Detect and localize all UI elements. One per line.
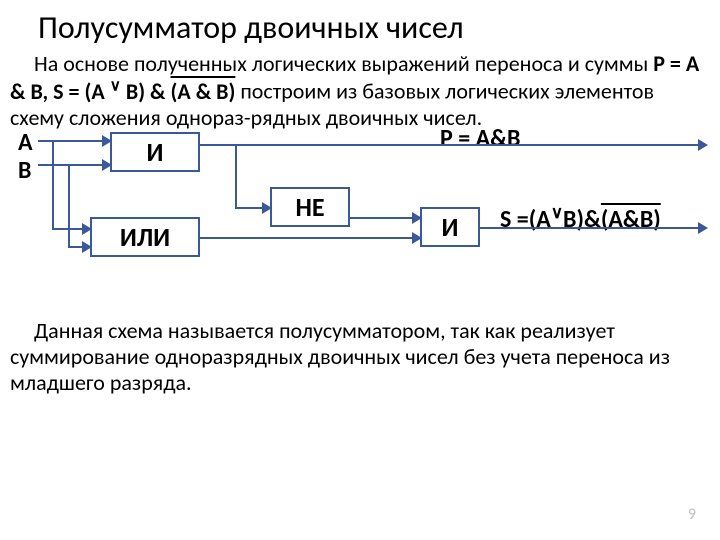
output-label-p: P = A&B: [440, 124, 520, 153]
wire-not-and2: [350, 217, 420, 219]
arrow-s-out: [698, 222, 708, 234]
or-symbol-2: ∨: [551, 202, 563, 223]
wire-and1-p: [200, 144, 700, 146]
input-label-a: A: [18, 128, 33, 157]
or-symbol-1: ∨: [110, 76, 121, 95]
s-overline: (A&B): [601, 205, 661, 234]
intro-text-a: На основе полученных логических выражени…: [34, 50, 653, 77]
arrow-p-out: [698, 139, 708, 151]
page-number: 9: [688, 505, 696, 524]
arrow-b-or: [82, 241, 92, 253]
s-pre: S =(A: [500, 205, 551, 234]
gate-and-2: И: [420, 207, 480, 247]
arrow-or-and2: [412, 232, 422, 244]
half-adder-diagram: A B И ИЛИ НЕ И P = A&B S =(A∨B)&(A&B): [10, 132, 710, 302]
arrow-b-and1: [102, 159, 112, 171]
wire-a-and1: [38, 140, 110, 142]
gate-and-1: И: [110, 132, 200, 172]
s-mid: B)&: [563, 205, 601, 234]
intro-paragraph: На основе полученных логических выражени…: [0, 47, 720, 132]
arrow-a-or: [82, 223, 92, 235]
wire-p-tap-down: [235, 144, 237, 207]
wire-and2-s: [480, 227, 700, 229]
gate-or: ИЛИ: [90, 217, 200, 257]
gate-not: НЕ: [270, 187, 350, 227]
arrow-to-not: [262, 202, 272, 214]
output-label-s: S =(A∨B)&(A&B): [500, 202, 661, 234]
page-title: Полусумматор двоичных чисел: [0, 0, 720, 47]
arrow-not-and2: [412, 212, 422, 224]
formula-part-2: B) &: [121, 78, 171, 105]
wire-a-down: [52, 140, 54, 228]
wire-or-and2: [200, 237, 420, 239]
wire-b-and1: [38, 164, 110, 166]
conclusion-paragraph: Данная схема называется полусумматором, …: [0, 314, 720, 397]
arrow-a-and1: [102, 135, 112, 147]
formula-part-3-overline: (A & B): [171, 78, 236, 105]
input-label-b: B: [18, 156, 31, 185]
wire-b-down: [68, 164, 70, 246]
